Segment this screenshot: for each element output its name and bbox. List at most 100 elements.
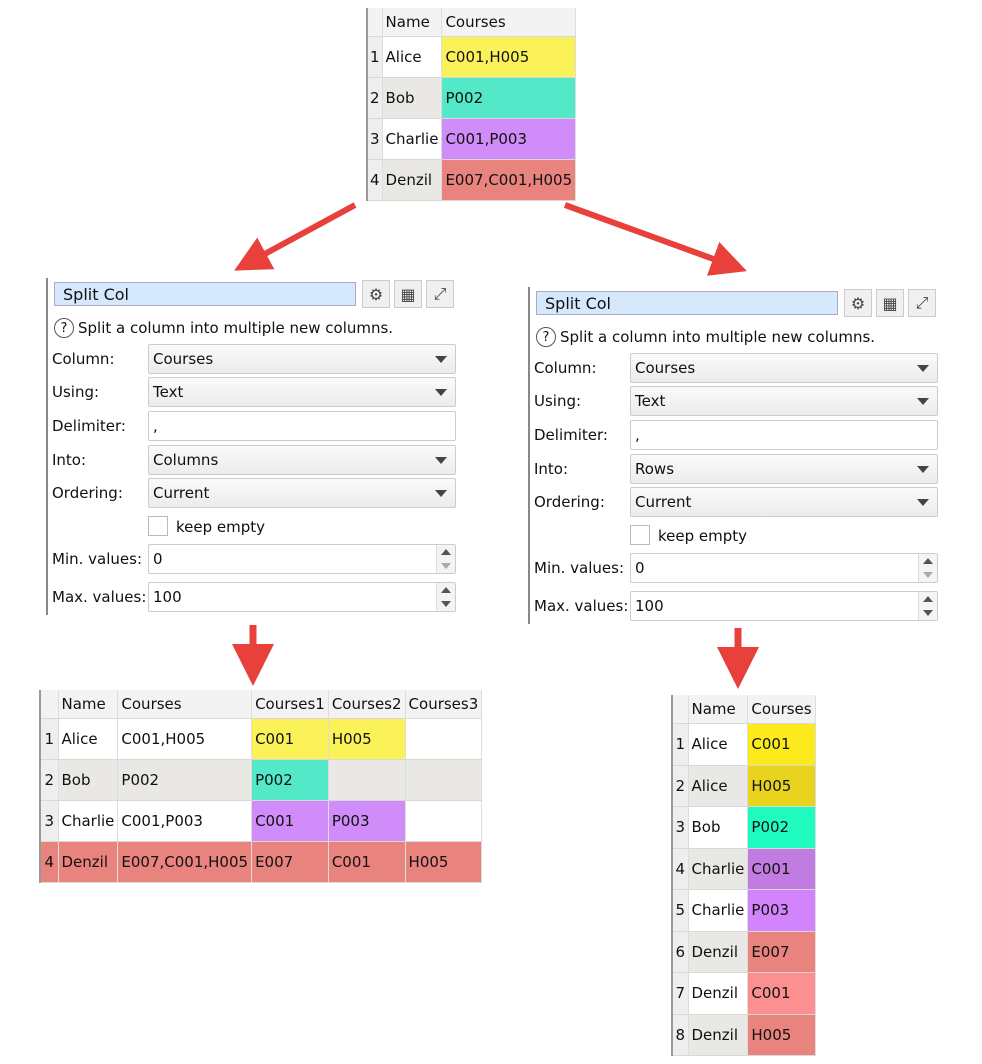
node-title[interactable]: Split Col bbox=[536, 291, 838, 315]
column-header-courses3[interactable]: Courses3 bbox=[405, 690, 483, 719]
spin-up-icon[interactable] bbox=[923, 596, 933, 602]
spin-buttons[interactable] bbox=[918, 592, 937, 620]
min-values-spinbox[interactable]: 0 bbox=[630, 553, 938, 583]
courses-cell[interactable]: P002 bbox=[441, 77, 577, 119]
cell[interactable]: C001 bbox=[328, 841, 406, 883]
spin-down-icon[interactable] bbox=[441, 601, 451, 607]
ordering-dropdown[interactable]: Current bbox=[148, 478, 456, 508]
table-row[interactable]: 2 Bob P002 bbox=[368, 77, 577, 119]
courses-cell[interactable]: C001 bbox=[747, 848, 816, 890]
cell[interactable]: E007 bbox=[251, 841, 329, 883]
using-dropdown[interactable]: Text bbox=[148, 377, 456, 407]
name-cell[interactable]: Alice bbox=[688, 723, 749, 766]
table-button[interactable]: ▦ bbox=[394, 280, 422, 308]
cell[interactable] bbox=[405, 718, 483, 760]
name-cell[interactable]: Denzil bbox=[688, 1014, 749, 1056]
keep-empty-label[interactable]: keep empty bbox=[176, 518, 266, 536]
keep-empty-checkbox[interactable] bbox=[630, 525, 650, 545]
table-button[interactable]: ▦ bbox=[876, 289, 904, 317]
into-dropdown[interactable]: Columns bbox=[148, 445, 456, 475]
courses-cell[interactable]: H005 bbox=[747, 765, 816, 807]
courses-cell[interactable]: C001,H005 bbox=[441, 36, 577, 78]
cell[interactable]: E007,C001,H005 bbox=[117, 841, 253, 883]
row-number-header[interactable] bbox=[41, 690, 59, 719]
spin-up-icon[interactable] bbox=[923, 558, 933, 564]
row-number-header[interactable] bbox=[368, 8, 383, 37]
help-icon[interactable]: ? bbox=[536, 327, 556, 347]
name-cell[interactable]: Charlie bbox=[382, 118, 443, 160]
column-header-courses[interactable]: Courses bbox=[747, 695, 816, 724]
name-cell[interactable]: Bob bbox=[382, 77, 443, 119]
min-values-spinbox[interactable]: 0 bbox=[148, 544, 456, 574]
name-cell[interactable]: Denzil bbox=[382, 159, 443, 201]
cell[interactable]: C001,P003 bbox=[117, 800, 253, 842]
cell[interactable]: C001,H005 bbox=[117, 718, 253, 760]
cell[interactable]: H005 bbox=[405, 841, 483, 883]
name-cell[interactable]: Alice bbox=[382, 36, 443, 78]
table-row[interactable]: 7 Denzil C001 bbox=[673, 972, 816, 1015]
cell[interactable]: P003 bbox=[328, 800, 406, 842]
courses-cell[interactable]: H005 bbox=[747, 1014, 816, 1056]
using-dropdown[interactable]: Text bbox=[630, 386, 938, 416]
spin-buttons[interactable] bbox=[918, 554, 937, 582]
spin-up-icon[interactable] bbox=[441, 587, 451, 593]
row-number-header[interactable] bbox=[673, 695, 689, 724]
table-row[interactable]: 6 Denzil E007 bbox=[673, 931, 816, 973]
node-title[interactable]: Split Col bbox=[54, 282, 356, 306]
spin-up-icon[interactable] bbox=[441, 549, 451, 555]
keep-empty-label[interactable]: keep empty bbox=[658, 527, 748, 545]
table-row[interactable]: 4 Denzil E007,C001,H005 bbox=[368, 159, 577, 201]
settings-button[interactable]: ⚙ bbox=[362, 280, 390, 308]
cell[interactable]: P002 bbox=[251, 759, 329, 801]
table-row[interactable]: 8 Denzil H005 bbox=[673, 1014, 816, 1056]
delimiter-input[interactable]: , bbox=[148, 411, 456, 441]
column-dropdown[interactable]: Courses bbox=[148, 344, 456, 374]
courses-cell[interactable]: C001 bbox=[747, 723, 816, 766]
name-cell[interactable]: Charlie bbox=[688, 889, 749, 932]
cell[interactable] bbox=[328, 759, 406, 801]
column-header-courses1[interactable]: Courses1 bbox=[251, 690, 329, 719]
maximize-button[interactable]: ⤢ bbox=[908, 289, 936, 317]
column-header-name[interactable]: Name bbox=[382, 8, 443, 37]
cell[interactable]: C001 bbox=[251, 718, 329, 760]
column-header-name[interactable]: Name bbox=[688, 695, 749, 724]
table-row[interactable]: 3 Bob P002 bbox=[673, 806, 816, 849]
cell[interactable] bbox=[405, 759, 483, 801]
name-cell[interactable]: Bob bbox=[688, 806, 749, 849]
keep-empty-checkbox[interactable] bbox=[148, 516, 168, 536]
table-row[interactable]: 3 Charlie C001,P003 bbox=[368, 118, 577, 160]
max-values-spinbox[interactable]: 100 bbox=[630, 591, 938, 621]
cell[interactable] bbox=[405, 800, 483, 842]
name-cell[interactable]: Charlie bbox=[688, 848, 749, 890]
courses-cell[interactable]: P003 bbox=[747, 889, 816, 932]
settings-button[interactable]: ⚙ bbox=[844, 289, 872, 317]
max-values-spinbox[interactable]: 100 bbox=[148, 582, 456, 612]
spin-down-icon[interactable] bbox=[923, 610, 933, 616]
column-header-courses[interactable]: Courses bbox=[441, 8, 577, 37]
table-row[interactable]: 4 Denzil E007,C001,H005 E007 C001 H005 bbox=[41, 841, 483, 883]
table-row[interactable]: 2 Alice H005 bbox=[673, 765, 816, 807]
table-row[interactable]: 2 Bob P002 P002 bbox=[41, 759, 483, 801]
table-row[interactable]: 4 Charlie C001 bbox=[673, 848, 816, 890]
name-cell[interactable]: Denzil bbox=[688, 972, 749, 1015]
name-cell[interactable]: Alice bbox=[688, 765, 749, 807]
spin-down-icon[interactable] bbox=[441, 563, 451, 569]
courses-cell[interactable]: E007,C001,H005 bbox=[441, 159, 577, 201]
table-row[interactable]: 5 Charlie P003 bbox=[673, 889, 816, 932]
maximize-button[interactable]: ⤢ bbox=[426, 280, 454, 308]
cell[interactable]: C001 bbox=[251, 800, 329, 842]
cell[interactable]: Bob bbox=[58, 759, 119, 801]
column-header-courses2[interactable]: Courses2 bbox=[328, 690, 406, 719]
cell[interactable]: Charlie bbox=[58, 800, 119, 842]
column-header-name[interactable]: Name bbox=[58, 690, 119, 719]
courses-cell[interactable]: C001,P003 bbox=[441, 118, 577, 160]
cell[interactable]: H005 bbox=[328, 718, 406, 760]
help-icon[interactable]: ? bbox=[54, 318, 74, 338]
spin-down-icon[interactable] bbox=[923, 572, 933, 578]
table-row[interactable]: 1 Alice C001,H005 C001 H005 bbox=[41, 718, 483, 760]
delimiter-input[interactable]: , bbox=[630, 420, 938, 450]
cell[interactable]: P002 bbox=[117, 759, 253, 801]
courses-cell[interactable]: E007 bbox=[747, 931, 816, 973]
table-row[interactable]: 3 Charlie C001,P003 C001 P003 bbox=[41, 800, 483, 842]
table-row[interactable]: 1 Alice C001 bbox=[673, 723, 816, 766]
